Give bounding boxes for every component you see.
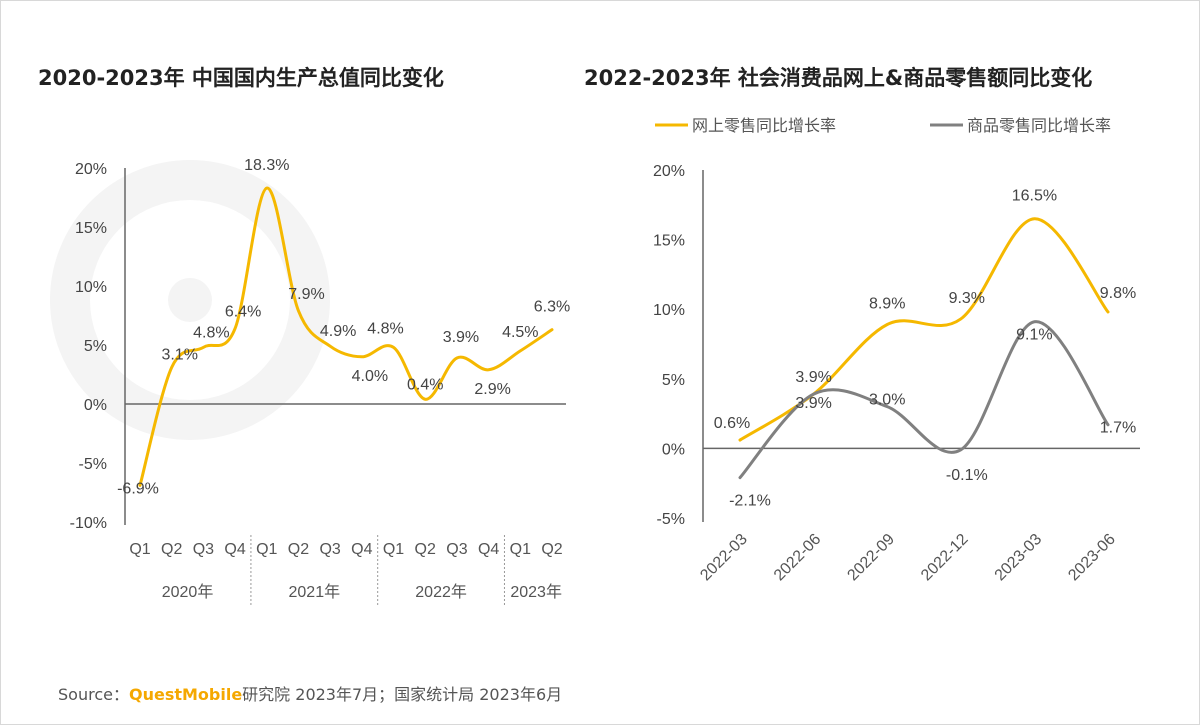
x-tick-label: Q1 xyxy=(383,541,404,558)
data-label: 0.6% xyxy=(714,415,750,432)
x-tick-label: 2022-09 xyxy=(844,531,898,585)
x-tick-label: Q1 xyxy=(510,541,531,558)
x-tick-label: Q2 xyxy=(415,541,436,558)
data-label: 4.8% xyxy=(193,324,229,341)
y-tick-label: 5% xyxy=(84,338,107,355)
gdp-line xyxy=(138,186,554,487)
watermark-dot-icon xyxy=(168,278,212,322)
data-label: 3.1% xyxy=(161,346,197,363)
data-label: 7.9% xyxy=(288,286,324,303)
data-label: 0.4% xyxy=(407,376,443,393)
y-tick-label: -5% xyxy=(657,511,685,528)
data-label: 18.3% xyxy=(244,157,289,174)
right-chart-title: 2022-2023年 社会消费品网上&商品零售额同比变化 xyxy=(584,66,1093,90)
data-label: -2.1% xyxy=(729,493,771,510)
x-tick-label: Q2 xyxy=(161,541,182,558)
source-rest: 研究院 2023年7月；国家统计局 2023年6月 xyxy=(242,685,563,704)
x-tick-label: 2022-06 xyxy=(771,531,825,585)
y-tick-label: 20% xyxy=(75,161,107,178)
data-label: 3.0% xyxy=(869,392,905,409)
legend-label: 商品零售同比增长率 xyxy=(967,117,1111,135)
y-tick-label: 0% xyxy=(662,441,685,458)
data-label: 9.1% xyxy=(1016,327,1052,344)
source-brand: QuestMobile xyxy=(128,685,243,704)
data-label: 9.3% xyxy=(949,290,985,307)
data-label: 4.9% xyxy=(320,323,356,340)
x-tick-label: Q2 xyxy=(288,541,309,558)
data-label: 1.7% xyxy=(1100,420,1136,437)
x-tick-label: 2023-03 xyxy=(992,531,1046,585)
x-tick-label: 2023-06 xyxy=(1065,531,1119,585)
watermark-ring-icon xyxy=(50,160,330,440)
data-label: 6.3% xyxy=(534,299,570,316)
data-label: -0.1% xyxy=(946,467,988,484)
goods-retail-line xyxy=(738,320,1110,480)
data-label: 4.8% xyxy=(367,320,403,337)
legend-label: 网上零售同比增长率 xyxy=(692,117,836,135)
data-label: 3.9% xyxy=(443,329,479,346)
y-tick-label: 20% xyxy=(653,163,685,180)
y-tick-label: 15% xyxy=(75,220,107,237)
x-tick-label: Q3 xyxy=(446,541,467,558)
y-tick-label: 10% xyxy=(75,279,107,296)
year-group-label: 2023年 xyxy=(510,583,562,601)
x-tick-label: Q1 xyxy=(129,541,150,558)
x-tick-label: Q3 xyxy=(319,541,340,558)
x-tick-label: 2022-03 xyxy=(697,531,751,585)
data-label: 3.9% xyxy=(795,395,831,412)
data-label: 2.9% xyxy=(474,381,510,398)
y-tick-label: 10% xyxy=(653,302,685,319)
year-group-label: 2022年 xyxy=(415,583,467,601)
source-prefix: Source： xyxy=(58,685,129,704)
year-group-label: 2020年 xyxy=(162,583,214,601)
y-tick-label: -10% xyxy=(70,515,107,532)
data-label: 9.8% xyxy=(1100,285,1136,302)
left-chart-title: 2020-2023年 中国国内生产总值同比变化 xyxy=(38,66,444,90)
y-tick-label: 15% xyxy=(653,233,685,250)
year-group-label: 2021年 xyxy=(289,583,341,601)
x-tick-label: Q1 xyxy=(256,541,277,558)
x-tick-label: Q3 xyxy=(193,541,214,558)
x-tick-label: Q2 xyxy=(541,541,562,558)
x-tick-label: Q4 xyxy=(351,541,372,558)
data-label: 16.5% xyxy=(1012,188,1057,205)
data-label: 4.0% xyxy=(352,368,388,385)
x-tick-label: Q4 xyxy=(478,541,499,558)
y-tick-label: 0% xyxy=(84,397,107,414)
x-tick-label: Q4 xyxy=(224,541,245,558)
y-tick-label: -5% xyxy=(79,456,107,473)
data-label: 4.5% xyxy=(502,324,538,341)
y-tick-label: 5% xyxy=(662,372,685,389)
data-label: 8.9% xyxy=(869,296,905,313)
data-label: -6.9% xyxy=(117,480,159,497)
source-note: Source：QuestMobile研究院 2023年7月；国家统计局 2023… xyxy=(58,681,562,705)
x-tick-label: 2022-12 xyxy=(918,531,972,585)
data-label: 6.4% xyxy=(225,303,261,320)
data-label: 3.9% xyxy=(795,369,831,386)
